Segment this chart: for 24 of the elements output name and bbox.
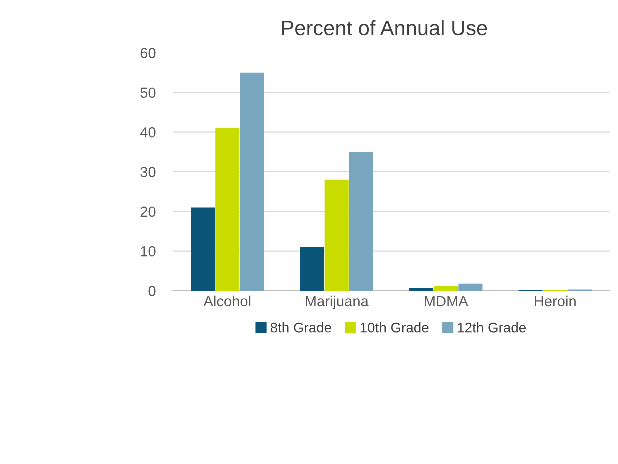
bar (458, 284, 483, 291)
y-tick-label: 60 (140, 48, 156, 58)
y-tick-label: 0 (148, 286, 156, 296)
bar (324, 180, 349, 291)
legend-label: 10th Grade (360, 322, 429, 333)
y-tick-label: 40 (140, 127, 156, 138)
bar (191, 208, 216, 291)
x-tick-label: Heroin (535, 296, 576, 307)
y-tick-label: 30 (140, 167, 156, 178)
bar (410, 288, 434, 291)
y-tick-label: 10 (141, 246, 156, 257)
y-tick-label: 50 (140, 88, 156, 98)
bar (240, 72, 264, 291)
bar (434, 286, 458, 291)
legend-label: 12th Grade (458, 322, 526, 333)
y-tick-label: 20 (140, 206, 156, 218)
bar (349, 152, 374, 291)
legend-label: 8th Grade (270, 322, 332, 333)
bar (216, 128, 240, 291)
bar (300, 247, 324, 291)
x-tick-label: Marijuana (306, 296, 369, 310)
x-tick-label: Alcohol (204, 296, 251, 307)
chart-title: Percent of Annual Use (282, 20, 488, 36)
x-tick-label: MDMA (425, 296, 468, 306)
